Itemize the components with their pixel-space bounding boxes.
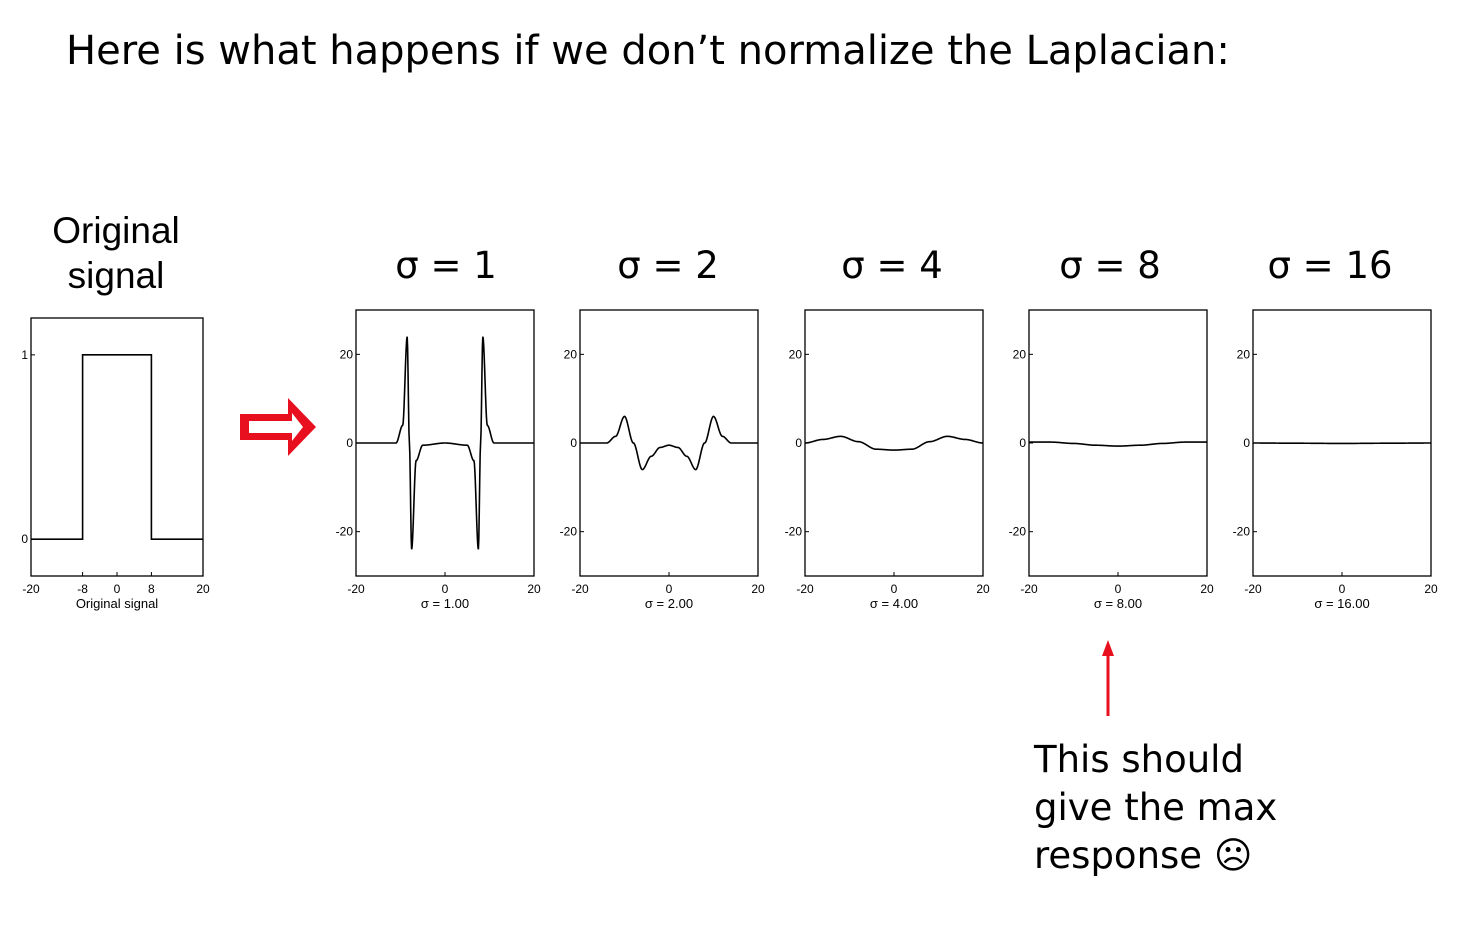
x-tick-label: 0	[891, 582, 898, 596]
sigma-heading-16: σ = 16	[1267, 244, 1393, 287]
annotation-line-2: give the max	[1034, 786, 1278, 829]
original-signal-heading: Original signal	[36, 208, 196, 298]
x-tick-label: 0	[666, 582, 673, 596]
x-axis-label: σ = 1.00	[421, 596, 469, 611]
original-heading-line-1: Original	[52, 210, 180, 251]
x-tick-label: 0	[442, 582, 449, 596]
x-tick-label: -20	[571, 582, 589, 596]
right-arrow-icon	[240, 398, 316, 456]
annotation-line-3-text: response	[1034, 834, 1203, 877]
x-axis-label: σ = 2.00	[645, 596, 693, 611]
chart-0-series-line	[31, 354, 203, 540]
y-tick-label: 20	[1237, 347, 1251, 361]
chart-1: -20 0 20 -20 0 20 σ = 1.00	[336, 309, 541, 611]
x-tick-label: 0	[114, 582, 121, 596]
slide-title: Here is what happens if we don’t normali…	[66, 28, 1230, 74]
chart-4-series-line	[1029, 441, 1207, 447]
x-tick-label: 20	[527, 582, 541, 596]
chart-3: -20 0 20 -20 0 20 σ = 4.00	[785, 309, 990, 611]
y-tick-label: 0	[570, 436, 577, 450]
y-tick-label: 0	[346, 436, 353, 450]
chart-5: -20 0 20 -20 0 20 σ = 16.00	[1233, 309, 1438, 611]
y-tick-label: -20	[1233, 525, 1251, 539]
sigma-heading-2: σ = 2	[617, 244, 719, 287]
x-axis-label: Original signal	[76, 596, 158, 611]
y-tick-label: -20	[336, 525, 354, 539]
sigma-heading-8: σ = 8	[1059, 244, 1161, 287]
x-tick-label: -20	[1244, 582, 1262, 596]
chart-4: -20 0 20 -20 0 20 σ = 8.00	[1009, 309, 1214, 611]
x-axis-label: σ = 4.00	[870, 596, 918, 611]
chart-frame	[30, 317, 204, 577]
y-tick-label: 1	[21, 348, 28, 362]
y-tick-label: 0	[1019, 436, 1026, 450]
x-tick-label: -20	[347, 582, 365, 596]
annotation-line-3: response ☹	[1034, 832, 1277, 880]
max-response-annotation: This should give the max response ☹	[1034, 736, 1277, 880]
y-tick-label: 20	[789, 347, 803, 361]
chart-0: -20 -8 0 8 20 0 1 Original signal	[21, 317, 210, 611]
x-tick-label: 0	[1339, 582, 1346, 596]
x-tick-label: 20	[1200, 582, 1214, 596]
chart-1-series-line	[356, 336, 534, 550]
x-tick-label: -20	[1020, 582, 1038, 596]
x-tick-label: 0	[1115, 582, 1122, 596]
original-heading-line-2: signal	[67, 255, 165, 296]
x-tick-label: -8	[77, 582, 88, 596]
x-tick-label: -20	[22, 582, 40, 596]
y-tick-label: 20	[340, 347, 354, 361]
sigma-heading-4: σ = 4	[841, 244, 943, 287]
x-tick-label: 20	[1424, 582, 1438, 596]
x-tick-label: 20	[196, 582, 210, 596]
x-tick-label: -20	[796, 582, 814, 596]
chart-2: -20 0 20 -20 0 20 σ = 2.00	[560, 309, 765, 611]
y-tick-label: 20	[1013, 347, 1027, 361]
y-tick-label: 0	[795, 436, 802, 450]
frown-emoji-icon: ☹	[1213, 834, 1253, 877]
x-tick-label: 8	[148, 582, 155, 596]
y-tick-label: 0	[1243, 436, 1250, 450]
x-tick-label: 20	[976, 582, 990, 596]
chart-frame	[804, 309, 984, 577]
chart-3-series-line	[804, 435, 984, 451]
y-tick-label: -20	[785, 525, 803, 539]
max-response-arrow-icon	[1102, 640, 1114, 716]
sigma-heading-1: σ = 1	[395, 244, 497, 287]
annotation-line-1: This should	[1034, 738, 1244, 781]
y-tick-label: 0	[21, 532, 28, 546]
x-tick-label: 20	[751, 582, 765, 596]
y-tick-label: -20	[1009, 525, 1027, 539]
chart-2-series-line	[580, 415, 758, 471]
y-tick-label: 20	[564, 347, 578, 361]
x-axis-label: σ = 16.00	[1314, 596, 1369, 611]
y-tick-label: -20	[560, 525, 578, 539]
x-axis-label: σ = 8.00	[1094, 596, 1142, 611]
